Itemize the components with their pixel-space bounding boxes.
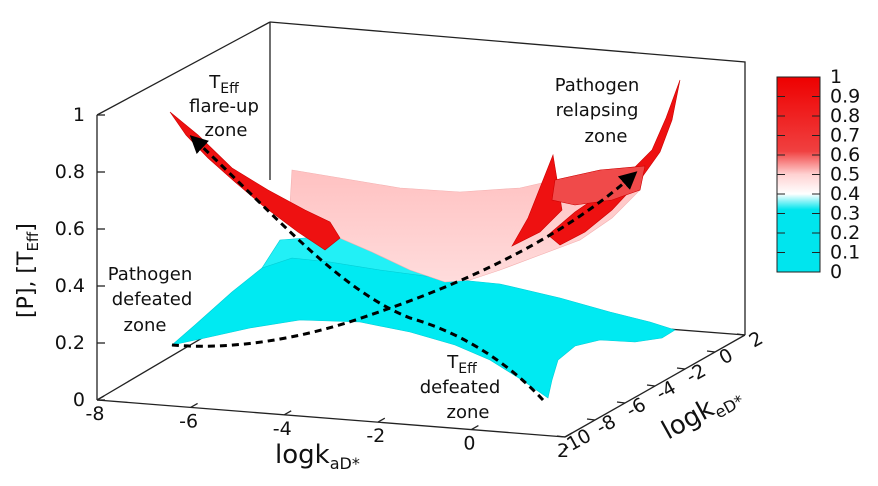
y-tick-label: -6: [622, 394, 649, 422]
y-tick-label: 0: [715, 344, 736, 369]
top-front-edge: [96, 21, 271, 116]
x-tick-label: -8: [86, 403, 105, 425]
annotation-teff-defeated: TEff defeated zone: [420, 352, 501, 423]
x-axis-title: logkaD*: [275, 440, 360, 473]
svg-text:zone: zone: [585, 126, 628, 147]
colorbar-tick-label: 0: [830, 261, 842, 283]
x-tick-mark: [377, 417, 386, 423]
annotation-pathogen-defeated: Pathogen defeated zone: [108, 264, 192, 336]
y-tick-label: -2: [682, 360, 709, 388]
trajectory-teff-flare: [189, 135, 545, 402]
y-tick-mark: [676, 367, 686, 370]
svg-text:Pathogen: Pathogen: [555, 75, 639, 96]
x-axis-line: [96, 399, 566, 438]
svg-text:relapsing: relapsing: [556, 100, 639, 121]
svg-text:Pathogen: Pathogen: [108, 264, 192, 285]
y-tick-label: 2: [745, 327, 766, 352]
colorbar-tick-label: 0.1: [830, 242, 860, 264]
x-tick-mark: [471, 425, 479, 431]
z-tick-label: 0.4: [55, 275, 85, 297]
annotation-pathogen-relapse: Pathogen relapsing zone: [555, 75, 639, 147]
annotation-teff-flare: TEff flare-up zone: [189, 72, 259, 141]
x-axis-ticks: -8 -6 -4 -2 0 2: [86, 395, 573, 462]
y-tick-label: -4: [652, 377, 679, 405]
colorbar-tick-label: 0.6: [830, 144, 860, 166]
z-tick-label: 1: [73, 104, 85, 126]
trajectories: [171, 135, 638, 402]
x-tick-label: -6: [179, 410, 198, 432]
svg-text:zone: zone: [205, 120, 248, 141]
z-axis-title: [P], [TEff]: [14, 223, 42, 318]
trajectory-pathogen-relapse: [171, 171, 638, 348]
x-tick-mark: [96, 395, 105, 401]
x-tick-mark: [190, 402, 198, 408]
colorbar-tick-label: 0.5: [830, 164, 860, 186]
z-tick-label: 0.8: [55, 161, 85, 183]
svg-text:defeated: defeated: [112, 289, 193, 310]
y-tick-mark: [646, 384, 656, 387]
svg-text:TEff: TEff: [446, 352, 477, 377]
colorbar-tick-label: 0.9: [830, 86, 860, 108]
svg-text:defeated: defeated: [420, 377, 501, 398]
y-tick-mark: [556, 435, 566, 438]
svg-text:zone: zone: [447, 402, 490, 423]
back-right-edge: [269, 21, 746, 335]
colorbar-tick-label: 0.7: [830, 125, 860, 147]
colorbar-ticks: 00.10.20.30.40.50.60.70.80.91: [777, 66, 860, 283]
z-axis-ticks: 0 0.2 0.4 0.6 0.8 1: [55, 104, 105, 411]
y-tick-mark: [616, 401, 626, 404]
x-tick-mark: [564, 432, 573, 438]
colorbar-tick-label: 0.2: [830, 222, 860, 244]
colorbar-tick-label: 1: [830, 66, 842, 88]
svg-text:zone: zone: [124, 315, 167, 336]
y-tick-label: -8: [592, 411, 619, 439]
y-tick-mark: [706, 350, 716, 353]
colorbar: 00.10.20.30.40.50.60.70.80.91: [776, 66, 860, 283]
svg-text:TEff: TEff: [208, 72, 239, 97]
y-tick-mark: [736, 333, 746, 336]
z-tick-label: 0.2: [55, 332, 85, 354]
colorbar-tick-label: 0.4: [830, 183, 860, 205]
x-tick-mark: [283, 410, 292, 416]
x-tick-label: -2: [366, 425, 385, 447]
x-tick-label: 0: [463, 433, 475, 455]
svg-text:flare-up: flare-up: [189, 96, 259, 117]
x-tick-label: -4: [273, 418, 292, 440]
colorbar-tick-label: 0.3: [830, 203, 860, 225]
x-tick-label: 2: [557, 440, 569, 462]
red-left-wing: [169, 111, 341, 251]
z-tick-label: 0.6: [55, 218, 85, 240]
y-tick-mark: [586, 418, 596, 421]
z-tick-label: 0: [73, 389, 85, 411]
colorbar-tick-label: 0.8: [830, 105, 860, 127]
